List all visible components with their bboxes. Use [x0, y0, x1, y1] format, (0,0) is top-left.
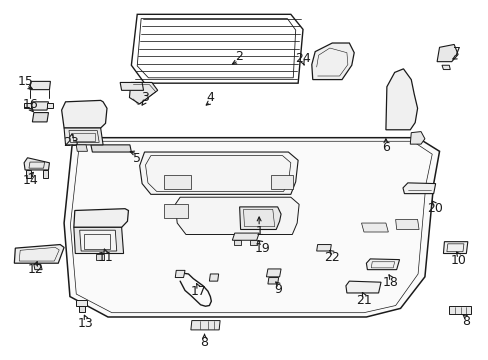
- Polygon shape: [14, 244, 64, 263]
- Polygon shape: [30, 81, 50, 90]
- Polygon shape: [239, 207, 281, 229]
- Text: 20: 20: [426, 202, 442, 215]
- Text: 11: 11: [98, 251, 113, 264]
- Polygon shape: [24, 103, 31, 108]
- Text: 10: 10: [450, 254, 466, 267]
- Text: 9: 9: [274, 283, 282, 296]
- Polygon shape: [24, 158, 49, 170]
- Polygon shape: [448, 306, 470, 315]
- Text: 1: 1: [255, 225, 263, 238]
- Text: 19: 19: [254, 242, 269, 255]
- Bar: [163, 204, 188, 218]
- Polygon shape: [26, 170, 31, 178]
- Polygon shape: [131, 14, 303, 83]
- Text: 7: 7: [452, 46, 460, 59]
- Polygon shape: [395, 220, 418, 229]
- Bar: [271, 175, 293, 189]
- Text: 5: 5: [133, 152, 141, 165]
- Polygon shape: [385, 69, 417, 130]
- Polygon shape: [250, 240, 257, 245]
- Polygon shape: [267, 278, 278, 284]
- Polygon shape: [175, 197, 299, 234]
- Polygon shape: [61, 100, 107, 128]
- Polygon shape: [64, 138, 439, 317]
- Polygon shape: [366, 259, 399, 270]
- Polygon shape: [91, 145, 131, 152]
- Polygon shape: [175, 270, 184, 278]
- Polygon shape: [96, 254, 104, 260]
- Polygon shape: [345, 281, 380, 293]
- Polygon shape: [80, 230, 117, 251]
- Text: 23: 23: [63, 136, 79, 149]
- Text: 21: 21: [355, 294, 371, 307]
- Polygon shape: [409, 132, 424, 144]
- Polygon shape: [34, 264, 42, 270]
- Text: 17: 17: [190, 285, 206, 298]
- Polygon shape: [64, 128, 103, 145]
- Text: 15: 15: [18, 75, 34, 88]
- Text: 13: 13: [78, 317, 94, 330]
- Polygon shape: [316, 244, 330, 251]
- Polygon shape: [76, 145, 87, 151]
- Polygon shape: [79, 306, 85, 312]
- Polygon shape: [311, 43, 353, 80]
- Polygon shape: [233, 240, 240, 245]
- Polygon shape: [190, 320, 220, 330]
- Text: 2: 2: [234, 50, 242, 63]
- Text: 12: 12: [28, 263, 43, 276]
- Bar: [73, 133, 95, 140]
- Polygon shape: [74, 209, 128, 227]
- Polygon shape: [266, 269, 281, 277]
- Polygon shape: [361, 223, 387, 232]
- Polygon shape: [436, 44, 457, 62]
- Text: 14: 14: [23, 174, 39, 186]
- Text: 6: 6: [381, 141, 389, 154]
- Text: 8: 8: [462, 315, 469, 328]
- Text: 24: 24: [295, 51, 310, 64]
- Polygon shape: [129, 82, 158, 104]
- Text: 18: 18: [382, 276, 398, 289]
- Polygon shape: [120, 82, 143, 90]
- Polygon shape: [31, 102, 48, 110]
- Polygon shape: [42, 170, 47, 178]
- Polygon shape: [32, 113, 48, 122]
- Polygon shape: [402, 183, 435, 194]
- Text: 4: 4: [206, 91, 214, 104]
- Text: 3: 3: [141, 91, 148, 104]
- Text: 16: 16: [23, 98, 39, 111]
- Text: 22: 22: [324, 251, 340, 264]
- Text: 8: 8: [200, 336, 208, 348]
- Polygon shape: [74, 227, 123, 253]
- Polygon shape: [441, 65, 449, 69]
- Polygon shape: [47, 103, 53, 108]
- Polygon shape: [232, 233, 259, 240]
- Polygon shape: [209, 274, 218, 281]
- Polygon shape: [140, 152, 298, 194]
- Bar: [83, 234, 110, 249]
- Polygon shape: [443, 242, 467, 253]
- Bar: [163, 175, 190, 189]
- Polygon shape: [76, 300, 87, 306]
